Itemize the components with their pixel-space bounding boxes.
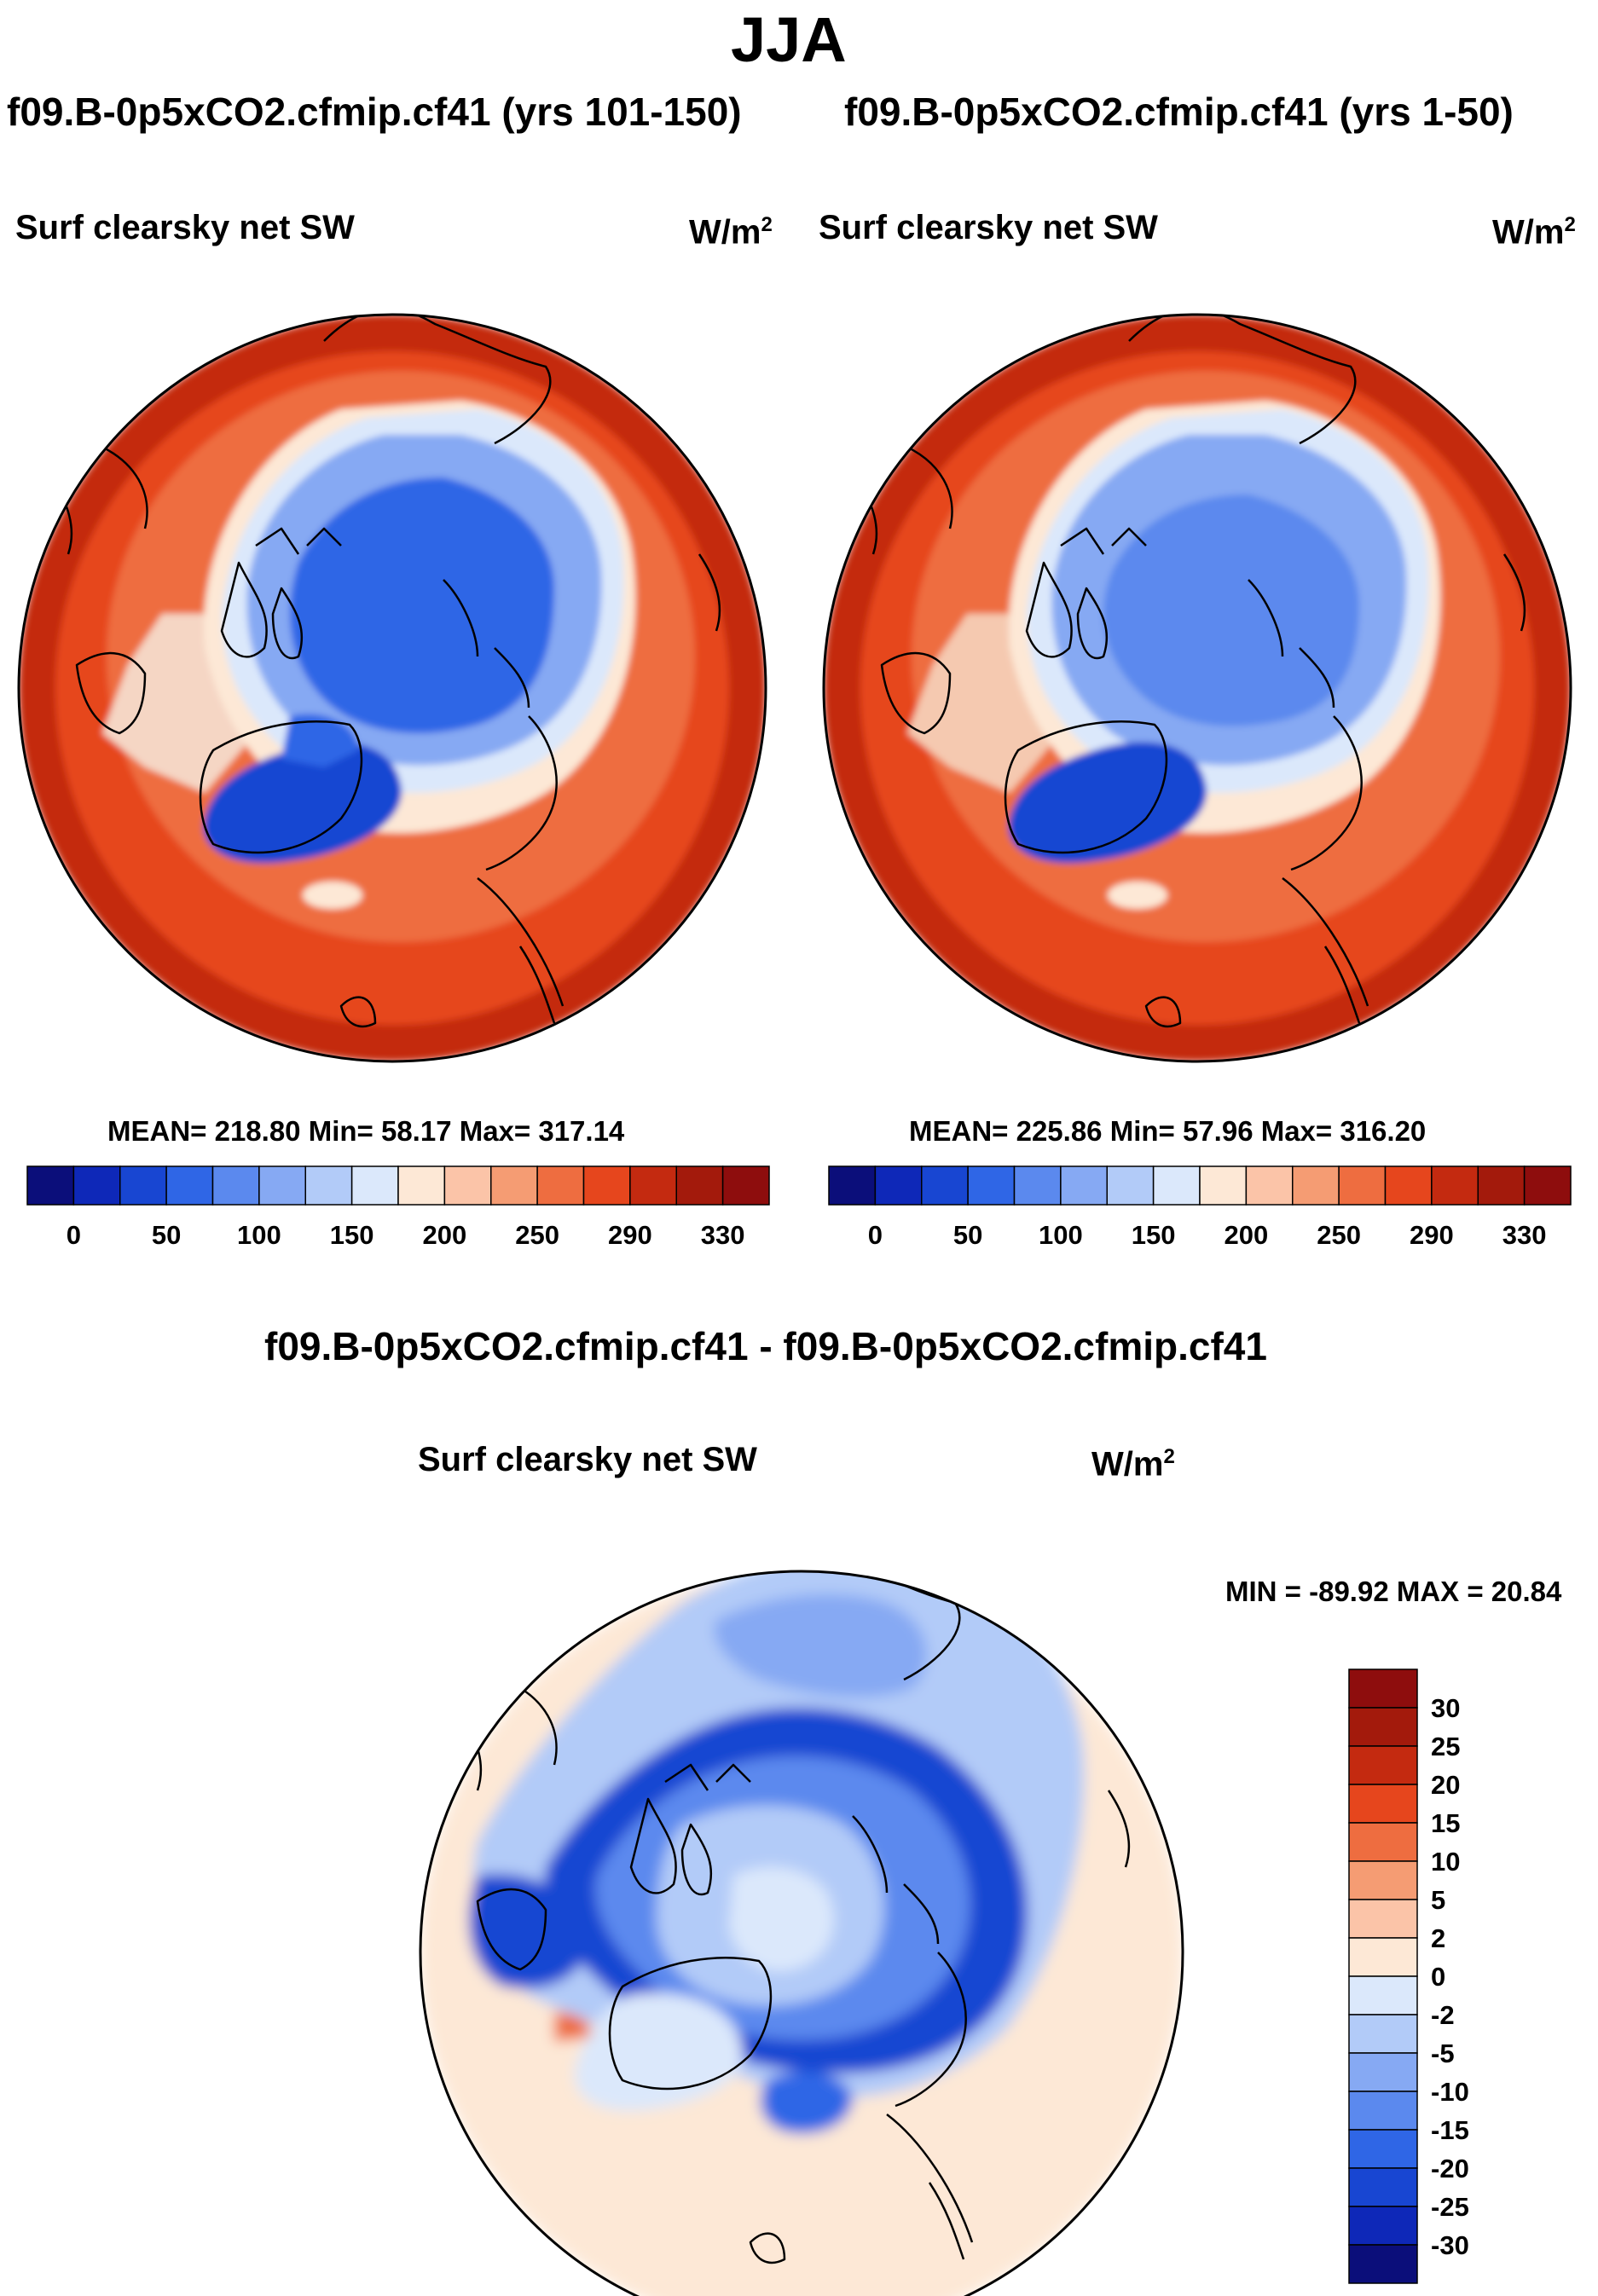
colorbar-box — [1384, 1165, 1433, 1206]
colorbar-box — [72, 1165, 121, 1206]
colorbar-tick-label: 330 — [701, 1220, 745, 1250]
colorbar-box — [1348, 1975, 1418, 2016]
colorbar-tick-label: 200 — [1225, 1220, 1269, 1250]
colorbar-box — [1013, 1165, 1062, 1206]
colorbar-box — [629, 1165, 677, 1206]
colorbar-tick-label: 290 — [1410, 1220, 1454, 1250]
colorbar-box — [304, 1165, 353, 1206]
panel3-title: f09.B-0p5xCO2.cfmip.cf41 - f09.B-0p5xCO2… — [264, 1324, 1267, 1368]
colorbar-box — [1523, 1165, 1572, 1206]
panel2-subtitle: Surf clearsky net SW — [819, 209, 1158, 246]
colorbar-box — [443, 1165, 492, 1206]
panel3-units: W/m2 — [1091, 1445, 1175, 1483]
colorbar-box — [1199, 1165, 1248, 1206]
colorbar-box — [397, 1165, 446, 1206]
colorbar-tick-label: 20 — [1431, 1770, 1460, 1800]
colorbar-tick-label: 250 — [1317, 1220, 1361, 1250]
panel1-title: f09.B-0p5xCO2.cfmip.cf41 (yrs 101-150) — [7, 90, 742, 134]
colorbar-tick-label: 200 — [423, 1220, 467, 1250]
colorbar-tick-label: 100 — [237, 1220, 281, 1250]
colorbar-tick-label: 290 — [608, 1220, 652, 1250]
colorbar-box — [967, 1165, 1016, 1206]
colorbar-box — [1292, 1165, 1340, 1206]
colorbar-tick-label: 330 — [1502, 1220, 1547, 1250]
colorbar-tick-label: 150 — [330, 1220, 374, 1250]
colorbar-box — [1477, 1165, 1526, 1206]
colorbar-box — [490, 1165, 538, 1206]
colorbar-box — [1348, 2014, 1418, 2054]
colorbar-box — [874, 1165, 923, 1206]
colorbar-tick-label: -5 — [1431, 2039, 1455, 2068]
colorbar-box — [1060, 1165, 1108, 1206]
colorbar-box — [211, 1165, 260, 1206]
colorbar-tick-label: 50 — [953, 1220, 982, 1250]
colorbar-box — [1431, 1165, 1479, 1206]
colorbar-tick-label: 0 — [868, 1220, 883, 1250]
colorbar-box — [1348, 1669, 1418, 1709]
colorbar-tick-label: 250 — [515, 1220, 559, 1250]
colorbar-tick-label: 10 — [1431, 1847, 1460, 1877]
colorbar-box — [582, 1165, 631, 1206]
colorbar-tick-label: -25 — [1431, 2192, 1469, 2222]
colorbar-box — [1348, 1784, 1418, 1824]
colorbar-tick-label: 30 — [1431, 1693, 1460, 1723]
colorbar-box — [1348, 1937, 1418, 1977]
colorbar-box — [1348, 1860, 1418, 1900]
panel1-colorbar: 0 50 100 150 200 250 290 330 — [26, 1165, 770, 1250]
colorbar-box — [1338, 1165, 1387, 1206]
panel1-subtitle: Surf clearsky net SW — [15, 209, 355, 246]
colorbar-box — [1152, 1165, 1201, 1206]
colorbar-tick-label: -10 — [1431, 2077, 1469, 2107]
colorbar-tick-label: 15 — [1431, 1808, 1460, 1838]
colorbar-tick-label: 25 — [1431, 1732, 1460, 1761]
colorbar-tick-label: 2 — [1431, 1923, 1445, 1953]
colorbar-box — [1106, 1165, 1155, 1206]
colorbar-box — [1348, 2052, 1418, 2092]
panel1-map — [17, 313, 767, 1063]
colorbar-tick-label: -2 — [1431, 2000, 1455, 2030]
colorbar-box — [921, 1165, 969, 1206]
colorbar-box — [828, 1165, 877, 1206]
colorbar-box — [1348, 2206, 1418, 2246]
colorbar-tick-label: 5 — [1431, 1885, 1445, 1915]
colorbar-box — [1348, 2091, 1418, 2131]
colorbar-box — [675, 1165, 724, 1206]
colorbar-tick-label: -20 — [1431, 2154, 1469, 2183]
panel2-map — [822, 313, 1572, 1063]
panel3-map — [419, 1570, 1184, 2296]
colorbar-box — [721, 1165, 770, 1206]
colorbar-tick-label: 150 — [1132, 1220, 1176, 1250]
colorbar-box — [1348, 1707, 1418, 1747]
panel3-minmax-stats: MIN = -89.92 MAX = 20.84 — [1225, 1576, 1562, 1607]
colorbar-tick-label: 100 — [1039, 1220, 1083, 1250]
colorbar-box — [1348, 1899, 1418, 1939]
colorbar-box — [119, 1165, 167, 1206]
colorbar-tick-label: 0 — [67, 1220, 81, 1250]
panel2-mean-stats: MEAN= 225.86 Min= 57.96 Max= 316.20 — [909, 1115, 1427, 1147]
colorbar-box — [1348, 2244, 1418, 2284]
colorbar-box — [1245, 1165, 1294, 1206]
panel1-mean-stats: MEAN= 218.80 Min= 58.17 Max= 317.14 — [107, 1115, 625, 1147]
panel2-title: f09.B-0p5xCO2.cfmip.cf41 (yrs 1-50) — [844, 90, 1514, 134]
season-title: JJA — [731, 4, 847, 75]
panel1-units: W/m2 — [689, 213, 773, 252]
colorbar-tick-label: -15 — [1431, 2115, 1469, 2145]
colorbar-box — [350, 1165, 399, 1206]
colorbar-box — [26, 1165, 75, 1206]
colorbar-box — [1348, 2167, 1418, 2207]
colorbar-tick-label: -30 — [1431, 2230, 1469, 2260]
panel2-colorbar: 0 50 100 150 200 250 290 330 — [828, 1165, 1572, 1250]
colorbar-tick-label: 0 — [1431, 1962, 1445, 1992]
colorbar-box — [1348, 1745, 1418, 1785]
colorbar-tick-label: 50 — [152, 1220, 181, 1250]
colorbar-box — [1348, 2129, 1418, 2169]
colorbar-box — [258, 1165, 306, 1206]
colorbar-box — [536, 1165, 585, 1206]
colorbar-box — [165, 1165, 214, 1206]
panel3-subtitle: Surf clearsky net SW — [418, 1441, 757, 1478]
panel2-units: W/m2 — [1492, 213, 1576, 252]
colorbar-box — [1348, 1822, 1418, 1862]
